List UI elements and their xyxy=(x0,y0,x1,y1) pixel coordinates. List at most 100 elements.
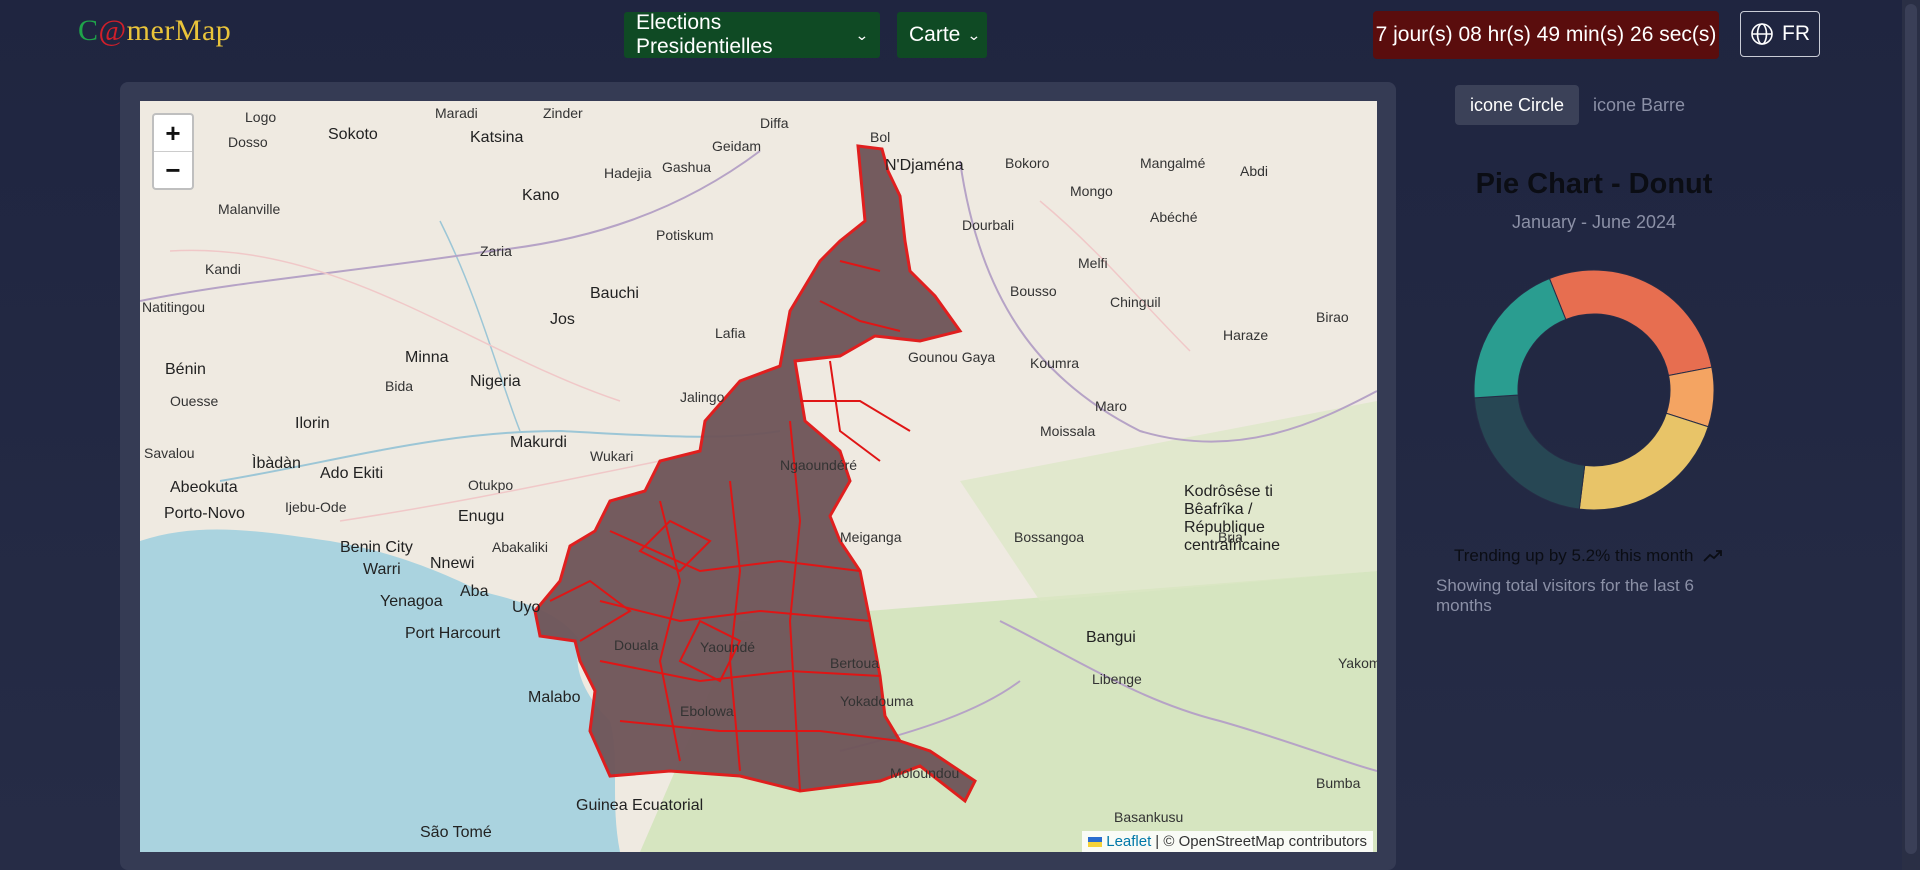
map-label: Nigeria xyxy=(470,373,521,390)
map-label: Malanville xyxy=(218,201,281,217)
map-label: Hadejia xyxy=(604,165,652,181)
map-label: Uyo xyxy=(512,599,541,616)
map-label: Yaoundé xyxy=(700,639,756,655)
map-label: Bénin xyxy=(165,361,206,378)
map-label: Ado Ekiti xyxy=(320,465,384,482)
map-label: Sokoto xyxy=(328,126,378,143)
map-label: Aba xyxy=(460,583,489,600)
map-label: Maro xyxy=(1095,398,1127,414)
map-label: Bokoro xyxy=(1005,155,1050,171)
map-label: Gashua xyxy=(662,159,712,175)
trend-text: Trending up by 5.2% this month xyxy=(1454,546,1694,565)
elections-menu-button[interactable]: Elections Presidentielles ⌄ xyxy=(624,11,880,58)
map-label: Ebolowa xyxy=(680,703,734,719)
zoom-in-button[interactable]: + xyxy=(165,117,181,148)
map-label: Port Harcourt xyxy=(405,625,501,642)
map-label: Birao xyxy=(1316,309,1349,325)
logo-c: C xyxy=(78,14,99,47)
donut-slice-5[interactable] xyxy=(1473,277,1567,399)
elections-menu-label: Elections Presidentielles xyxy=(636,11,773,58)
election-countdown: 7 jour(s) 08 hr(s) 49 min(s) 26 sec(s) xyxy=(1373,11,1719,59)
scrollbar-thumb[interactable] xyxy=(1905,4,1917,854)
map-view[interactable]: Logo Sokoto Katsina Maradi Zinder Diffa … xyxy=(140,101,1377,852)
map-label: Mangalmé xyxy=(1140,155,1206,171)
map-label: Gounou Gaya xyxy=(908,349,996,365)
map-label: Melfi xyxy=(1078,255,1108,271)
map-label: Bossangoa xyxy=(1014,529,1085,545)
map-label: Savalou xyxy=(144,445,195,461)
map-label: Zaria xyxy=(480,243,512,259)
map-label: Douala xyxy=(614,637,659,653)
chart-subtitle: January - June 2024 xyxy=(1511,212,1677,232)
map-label: Yokadouma xyxy=(840,693,914,709)
chart-title: Pie Chart - Donut xyxy=(1475,168,1713,200)
map-label: Bida xyxy=(385,378,414,394)
map-label: Bangui xyxy=(1086,629,1136,646)
map-label: Wukari xyxy=(590,448,634,464)
zoom-out-button[interactable]: − xyxy=(154,151,192,188)
map-label: Moissala xyxy=(1040,423,1096,439)
map-label: Meiganga xyxy=(840,529,902,545)
map-label: Warri xyxy=(363,561,401,578)
logo-at: @ xyxy=(98,14,127,47)
map-label: Ngaoundéré xyxy=(780,457,858,473)
chart-footer-text: Showing total visitors for the last 6 mo… xyxy=(1436,576,1694,615)
donut-slice-1[interactable] xyxy=(1548,269,1713,377)
map-label: N'Djaména xyxy=(885,157,964,174)
map-label: Makurdi xyxy=(510,434,567,451)
map-label: Potiskum xyxy=(656,227,714,243)
language-label: FR xyxy=(1782,22,1810,45)
map-label: Dourbali xyxy=(962,217,1015,233)
map-label: Abakaliki xyxy=(492,539,549,555)
map-label: Jalingo xyxy=(680,389,725,405)
scrollbar[interactable] xyxy=(1902,0,1920,870)
map-label: Natitingou xyxy=(142,299,206,315)
map-attribution: Leaflet | © OpenStreetMap contributors xyxy=(1082,831,1373,852)
map-label: Moloundou xyxy=(890,765,960,781)
map-label: Ìbàdàn xyxy=(252,455,301,472)
language-selector[interactable]: FR xyxy=(1740,11,1820,57)
map-label: Zinder xyxy=(543,105,583,121)
map-label: Abeokuta xyxy=(170,479,238,496)
map-label: Geidam xyxy=(712,138,762,154)
donut-chart xyxy=(1473,269,1715,511)
map-background xyxy=(140,101,1377,852)
trend-line: Trending up by 5.2% this month xyxy=(1454,546,1723,566)
leaflet-link[interactable]: Leaflet xyxy=(1106,833,1152,850)
map-label: Guinea Ecuatorial xyxy=(576,797,704,814)
map-label: Basankusu xyxy=(1114,809,1184,825)
donut-slice-3[interactable] xyxy=(1578,412,1709,511)
map-label: Abéché xyxy=(1150,209,1198,225)
map-label: Kano xyxy=(522,187,560,204)
map-label: Koumra xyxy=(1030,355,1080,371)
map-label: Ijebu-Ode xyxy=(285,499,347,515)
logo-rest: merMap xyxy=(126,14,232,47)
map-label: Porto-Novo xyxy=(164,505,245,522)
map-label: Bumba xyxy=(1316,775,1361,791)
map-label: Jos xyxy=(550,311,575,328)
map-label: Bria xyxy=(1218,529,1243,545)
cameroon-region-polygon[interactable] xyxy=(533,144,977,804)
map-label: Yenagoa xyxy=(380,593,443,610)
trending-up-icon xyxy=(1703,550,1723,562)
map-label: Chinguil xyxy=(1110,294,1161,310)
carte-menu-button[interactable]: Carte ⌄ xyxy=(897,12,987,58)
map-label: Bauchi xyxy=(590,285,639,302)
map-label: Bol xyxy=(870,129,891,145)
map-label: Diffa xyxy=(760,115,789,131)
tab-icone-circle[interactable]: icone Circle xyxy=(1455,85,1580,125)
map-label: Ouesse xyxy=(170,393,219,409)
map-label: Katsina xyxy=(470,129,524,146)
map-label: Enugu xyxy=(458,508,505,525)
map-label: Kandi xyxy=(205,261,241,277)
map-label: Abdi xyxy=(1240,163,1269,179)
donut-slice-4[interactable] xyxy=(1473,394,1586,510)
map-label: Libenge xyxy=(1092,671,1142,687)
tab-icone-barre[interactable]: icone Barre xyxy=(1593,94,1686,115)
map-label: Bousso xyxy=(1010,283,1057,299)
map-label: Bertoua xyxy=(830,655,880,671)
map-label: Dosso xyxy=(228,134,268,150)
map-label: São Tomé xyxy=(420,824,492,841)
map-label: Haraze xyxy=(1223,327,1269,343)
app-logo[interactable]: C@merMap xyxy=(78,14,231,48)
